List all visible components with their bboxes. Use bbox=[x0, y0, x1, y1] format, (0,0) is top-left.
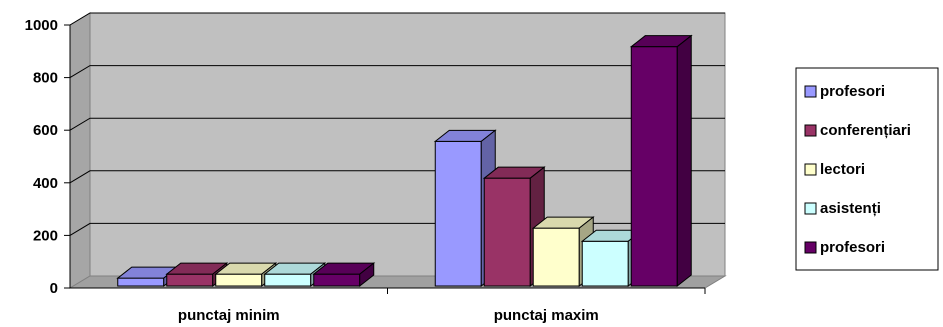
gridline bbox=[69, 117, 725, 131]
legend-label: asistenți bbox=[820, 200, 881, 217]
gridline bbox=[69, 12, 725, 26]
legend-box bbox=[795, 67, 939, 271]
bar-front bbox=[264, 273, 312, 287]
y-tick-label: 600 bbox=[33, 122, 58, 139]
legend-label: profesori bbox=[820, 239, 885, 256]
y-tick-label: 800 bbox=[33, 70, 58, 87]
bar-front bbox=[483, 177, 531, 287]
bar-side bbox=[359, 262, 375, 288]
legend-swatch bbox=[804, 202, 817, 215]
legend-label: lectori bbox=[820, 161, 865, 178]
side-wall bbox=[69, 12, 91, 289]
legend-label: conferențiari bbox=[820, 122, 911, 139]
bar-front bbox=[313, 273, 361, 287]
category-label: punctaj minim bbox=[178, 307, 280, 324]
y-tick-label: 200 bbox=[33, 227, 58, 244]
legend-swatch bbox=[804, 124, 817, 137]
y-tick-label: 400 bbox=[33, 175, 58, 192]
category-label: punctaj maxim bbox=[494, 307, 599, 324]
axes bbox=[64, 24, 706, 294]
legend-swatch bbox=[804, 241, 817, 254]
bar-front bbox=[581, 240, 629, 287]
y-tick-label: 0 bbox=[50, 280, 58, 297]
legend-swatch bbox=[804, 85, 817, 98]
gridline bbox=[69, 65, 725, 79]
legend-label: profesori bbox=[820, 83, 885, 100]
bar-profesori-punctaj-maxim bbox=[629, 34, 693, 288]
y-tick-labels: 0 200 400 600 800 1000 bbox=[25, 17, 58, 297]
bar-front bbox=[532, 227, 580, 287]
legend: profesori conferențiari lectori asistenți pr… bbox=[795, 67, 939, 271]
bar-front bbox=[166, 273, 214, 287]
bar-front bbox=[117, 277, 165, 287]
legend-swatch bbox=[804, 163, 817, 176]
bar-front bbox=[434, 140, 482, 287]
bar-front bbox=[630, 46, 678, 287]
category-labels: punctaj minim punctaj maxim bbox=[178, 307, 599, 324]
y-tick-label: 1000 bbox=[25, 17, 58, 34]
bars bbox=[116, 34, 693, 288]
bar-profesori-punctaj-minim bbox=[312, 262, 376, 288]
bar-front bbox=[215, 273, 263, 287]
bar-side bbox=[676, 34, 692, 288]
